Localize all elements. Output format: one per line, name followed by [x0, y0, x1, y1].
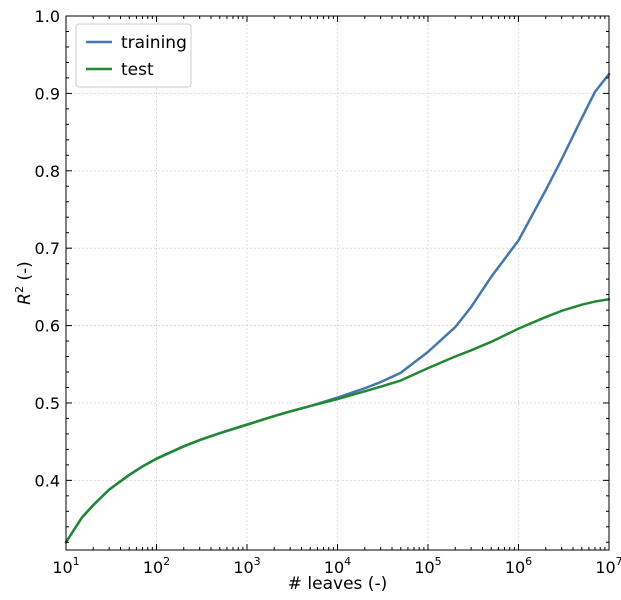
y-tick-label: 1.0: [35, 7, 60, 26]
y-axis-title-sup: 2: [13, 286, 26, 293]
x-tick-labels: 101 102 103 104 105 106 107: [52, 555, 621, 577]
x-tick-label-base: 10: [233, 558, 253, 577]
legend-box: [75, 23, 192, 88]
y-tick-label: 0.8: [35, 162, 60, 181]
x-tick-label-exp: 5: [435, 555, 442, 568]
x-tick-label-exp: 1: [73, 555, 80, 568]
x-tick-label-exp: 6: [525, 555, 532, 568]
y-tick-labels: 0.4 0.5 0.6 0.7 0.8 0.9 1.0: [35, 7, 60, 490]
legend: training test: [75, 23, 192, 88]
legend-label-training: training: [121, 33, 187, 53]
x-tick-label-exp: 4: [344, 555, 351, 568]
series-line-test: [64, 298, 611, 544]
x-tick-label-base: 10: [52, 558, 72, 577]
y-axis-title-rest: (-): [15, 261, 35, 286]
x-tick-label-base: 10: [414, 558, 434, 577]
y-tick-label: 0.6: [35, 317, 60, 336]
x-axis-title: # leaves (-): [288, 574, 387, 594]
x-tick-label-base: 10: [143, 558, 163, 577]
x-tick-label: 102: [143, 555, 170, 577]
x-tick-label-exp: 3: [254, 555, 261, 568]
x-tick-label-exp: 7: [616, 555, 621, 568]
legend-label-test: test: [121, 60, 154, 80]
y-tick-label: 0.4: [35, 471, 60, 490]
x-tick-label: 104: [324, 555, 351, 577]
x-tick-label-base: 10: [595, 558, 615, 577]
axis-ticks: [65, 15, 610, 550]
series-layer: [64, 72, 611, 544]
x-tick-label: 101: [52, 555, 79, 577]
x-tick-label-base: 10: [505, 558, 525, 577]
x-tick-label: 103: [233, 555, 260, 577]
x-tick-label-base: 10: [324, 558, 344, 577]
x-tick-label: 107: [595, 555, 621, 577]
y-tick-label: 0.5: [35, 394, 60, 413]
y-tick-label: 0.9: [35, 84, 60, 103]
x-tick-label-exp: 2: [163, 555, 170, 568]
y-tick-label: 0.7: [35, 239, 60, 258]
x-tick-label: 106: [505, 555, 532, 577]
y-axis-title-base: R: [15, 293, 35, 305]
x-tick-label: 105: [414, 555, 441, 577]
y-axis-title: R2 (-): [13, 261, 35, 305]
